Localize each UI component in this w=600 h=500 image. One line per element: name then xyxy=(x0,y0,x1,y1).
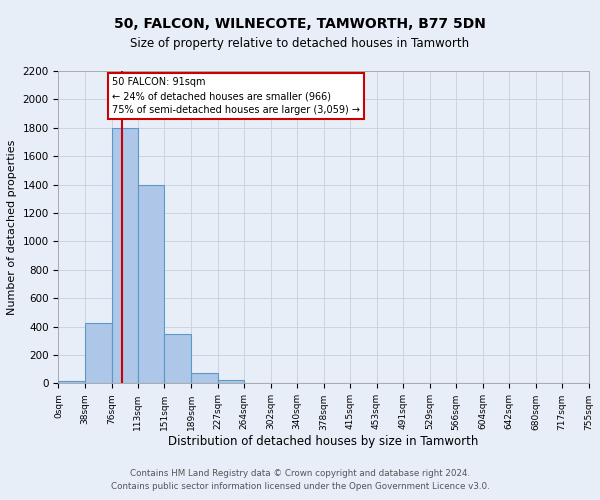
Bar xyxy=(164,334,191,384)
Bar xyxy=(58,382,85,384)
Text: Contains public sector information licensed under the Open Government Licence v3: Contains public sector information licen… xyxy=(110,482,490,491)
Bar xyxy=(138,184,164,384)
Text: Contains HM Land Registry data © Crown copyright and database right 2024.: Contains HM Land Registry data © Crown c… xyxy=(130,468,470,477)
Bar xyxy=(244,382,271,384)
Bar xyxy=(218,380,244,384)
Bar xyxy=(112,128,138,384)
Y-axis label: Number of detached properties: Number of detached properties xyxy=(7,140,17,315)
Bar xyxy=(191,373,218,384)
Text: Size of property relative to detached houses in Tamworth: Size of property relative to detached ho… xyxy=(130,38,470,51)
X-axis label: Distribution of detached houses by size in Tamworth: Distribution of detached houses by size … xyxy=(169,435,479,448)
Bar xyxy=(85,323,112,384)
Text: 50 FALCON: 91sqm
← 24% of detached houses are smaller (966)
75% of semi-detached: 50 FALCON: 91sqm ← 24% of detached house… xyxy=(112,78,360,116)
Text: 50, FALCON, WILNECOTE, TAMWORTH, B77 5DN: 50, FALCON, WILNECOTE, TAMWORTH, B77 5DN xyxy=(114,18,486,32)
